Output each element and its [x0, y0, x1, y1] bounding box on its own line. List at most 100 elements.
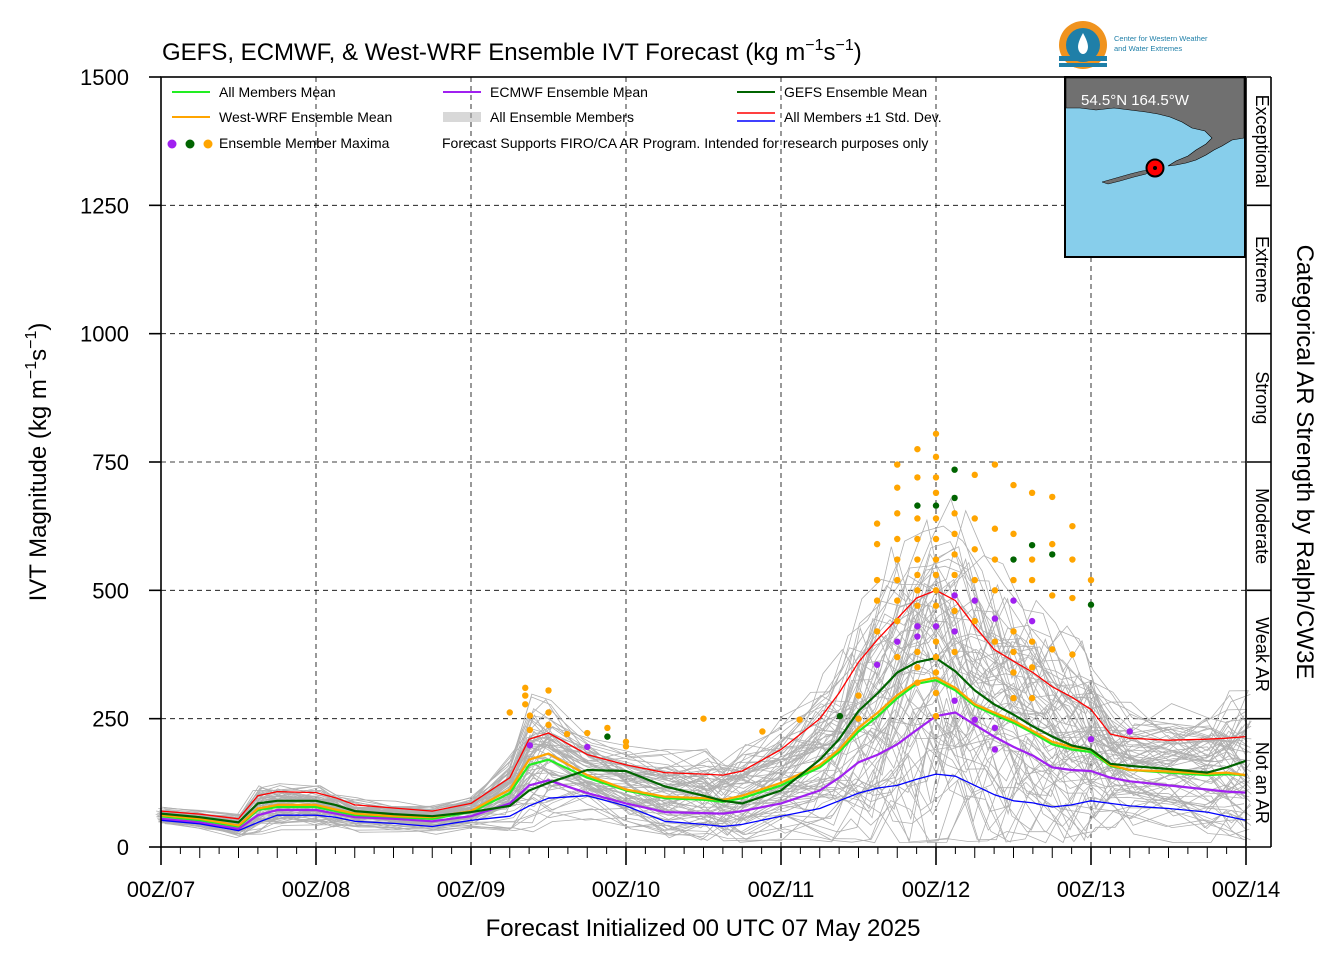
ensemble-maximum-point [522, 684, 529, 692]
ensemble-maximum-point [971, 617, 978, 625]
ensemble-maximum-point [1069, 556, 1076, 563]
ensemble-maximum-point [932, 669, 940, 676]
ensemble-maximum-point [873, 661, 881, 668]
ensemble-maximum-point [873, 576, 881, 584]
ensemble-maximum-point [894, 510, 901, 517]
ensemble-maximum-point [584, 743, 591, 751]
legend-dot-wrf [203, 139, 213, 149]
ensemble-maximum-point [1028, 556, 1036, 563]
ensemble-maximum-point [914, 535, 921, 543]
ensemble-maximum-point [932, 638, 940, 645]
ensemble-maximum-point [932, 453, 940, 461]
x-axis-label: Forecast Initialized 00 UTC 07 May 2025 [486, 915, 921, 942]
series-line-all-members-1-std-dev [160, 773, 1247, 832]
ensemble-maximum-point [991, 746, 999, 753]
ensemble-maximum-point [873, 628, 881, 635]
ensemble-maximum-point [1028, 694, 1036, 702]
cw3e-logo: Center for Western Weather and Water Ext… [1059, 21, 1208, 69]
legend-dot-ecmwf [167, 139, 177, 149]
legend-label-wrf-mean: West-WRF Ensemble Mean [219, 109, 392, 125]
ensemble-maximum-point [894, 484, 901, 491]
legend-dot-gefs [185, 139, 195, 149]
ensemble-maximum-point [1010, 556, 1017, 563]
legend-label-gefs-mean: GEFS Ensemble Mean [784, 84, 927, 100]
legend-label-ecmwf-mean: ECMWF Ensemble Mean [490, 84, 648, 100]
ensemble-maximum-point [1028, 617, 1036, 625]
ensemble-maximum-point [932, 430, 940, 437]
ensemble-maximum-point [836, 712, 844, 720]
y-tick-label: 1000 [80, 322, 129, 347]
ensemble-maximum-point [1010, 576, 1017, 584]
ensemble-member-line [164, 558, 1251, 821]
logo-text-line2: and Water Extremes [1114, 44, 1182, 53]
x-tick-label: 00Z/07 [127, 877, 196, 902]
ensemble-maximum-point [1069, 651, 1076, 658]
ensemble-maximum-point [584, 729, 591, 737]
ensemble-member-line [158, 518, 1244, 823]
ensemble-maximum-point [1126, 728, 1133, 735]
ensemble-maximum-point [932, 602, 940, 609]
ensemble-maximum-point [951, 697, 958, 704]
ensemble-maximum-point [894, 535, 901, 543]
ensemble-maximum-point [971, 576, 978, 584]
ensemble-maximum-point [914, 502, 921, 509]
ensemble-maximum-point [932, 502, 940, 509]
inset-land-mainland [1065, 77, 1245, 167]
ensemble-maximum-point [894, 638, 901, 645]
ensemble-maximum-point [1087, 736, 1095, 743]
ensemble-maximum-point [932, 571, 940, 579]
y-tick-label: 1500 [80, 65, 129, 90]
ensemble-maximum-point [545, 721, 552, 729]
y-tick-label: 500 [92, 578, 129, 603]
category-label: Moderate [1252, 488, 1272, 564]
legend-label-all-members: All Ensemble Members [490, 109, 634, 125]
ensemble-maximum-point [545, 687, 552, 694]
ensemble-maximum-point [914, 587, 921, 594]
ensemble-maximum-point [759, 728, 766, 735]
ensemble-maximum-point [526, 726, 534, 734]
ensemble-maximum-point [951, 510, 958, 517]
ensemble-maximum-point [951, 551, 958, 558]
ensemble-maximum-point [991, 587, 999, 594]
ensemble-maximum-point [855, 692, 862, 699]
ensemble-maximum-point [873, 540, 881, 548]
legend-disclaimer: Forecast Supports FIRO/CA AR Program. In… [442, 135, 928, 151]
ensemble-member-line [161, 546, 1248, 817]
ensemble-maximum-point [563, 730, 571, 738]
ensemble-member-line [159, 546, 1245, 819]
ensemble-maximum-point [526, 742, 534, 749]
logo-text-line1: Center for Western Weather [1114, 34, 1208, 43]
ensemble-member-line [162, 594, 1249, 823]
ensemble-maximum-point [1010, 694, 1017, 702]
axes: 0 250 500 750 1000 1250 1500 00Z/07 00Z/08 00Z/09… [80, 65, 1280, 902]
legend-label-all-mean: All Members Mean [219, 84, 336, 100]
ensemble-maximum-point [951, 648, 958, 656]
ensemble-maximum-point [1069, 594, 1076, 602]
ensemble-maximum-point [1049, 551, 1056, 558]
legend-swatch-all-members [443, 112, 481, 122]
series-line-all-members-1-std-dev [160, 589, 1247, 820]
ensemble-maximum-point [971, 716, 978, 723]
category-label: Not an AR [1252, 742, 1272, 824]
ensemble-maximum-point [951, 571, 958, 579]
ensemble-maximum-point [951, 607, 958, 615]
legend: All Members Mean ECMWF Ensemble Mean GEF… [167, 84, 942, 151]
category-label: Weak AR [1252, 617, 1272, 692]
x-tick-label: 00Z/13 [1057, 877, 1126, 902]
grid-lines [161, 77, 1246, 847]
ensemble-maximum-point [932, 689, 940, 697]
ensemble-maximum-point [991, 556, 999, 563]
ensemble-maximum-point [1010, 530, 1017, 538]
ensemble-maximum-point [1010, 648, 1017, 656]
ensemble-member-line [165, 730, 1251, 836]
ensemble-maximum-point [545, 709, 552, 716]
ensemble-maximum-point [604, 733, 611, 740]
ensemble-maximum-point [873, 520, 881, 527]
x-tick-label: 00Z/12 [902, 877, 971, 902]
ensemble-maximum-point [894, 461, 901, 468]
ensemble-maximum-point [991, 724, 999, 732]
ensemble-maximum-point [1010, 481, 1017, 489]
ensemble-member-line [164, 509, 1250, 816]
ensemble-maximum-point [604, 724, 611, 732]
